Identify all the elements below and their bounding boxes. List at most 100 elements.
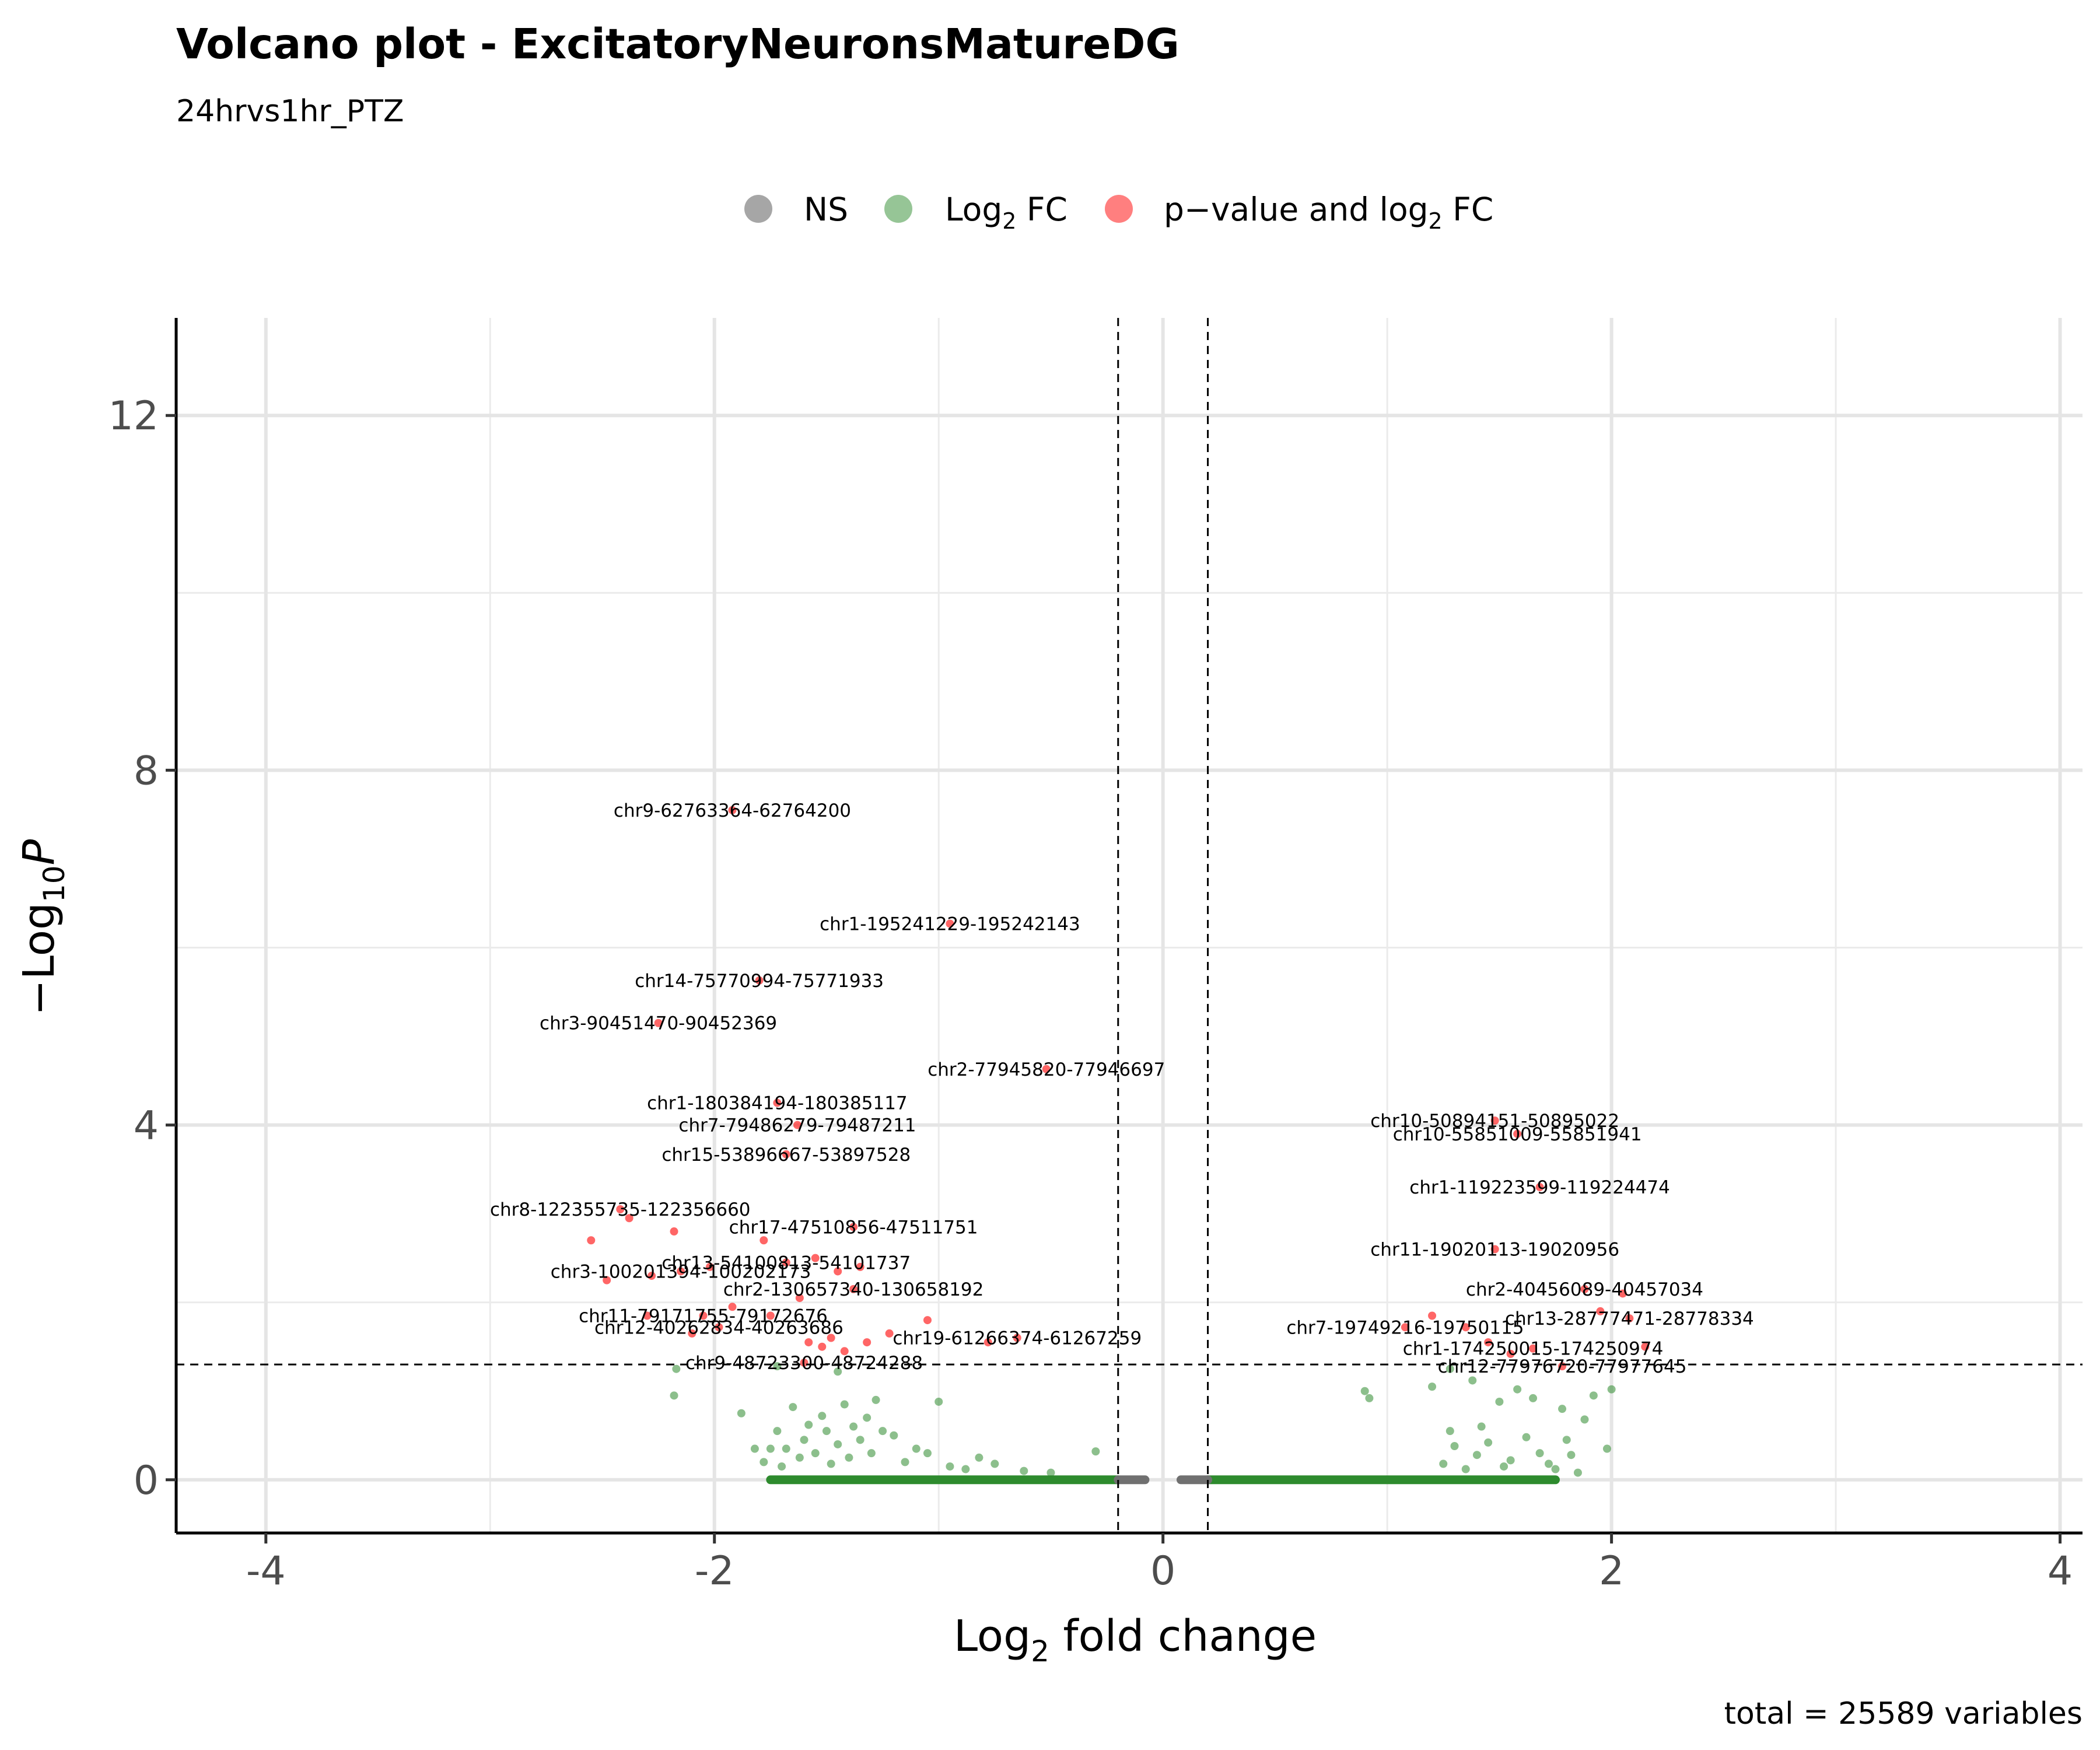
point-label: chr10-55851009-55851941 bbox=[1393, 1124, 1642, 1145]
labeled-point bbox=[946, 919, 954, 928]
fc-point bbox=[935, 1397, 943, 1406]
fc-point bbox=[849, 1422, 858, 1431]
point-label: chr11-19020113-19020956 bbox=[1370, 1239, 1619, 1260]
point-label: chr3-90451470-90452369 bbox=[540, 1013, 777, 1034]
significant-point bbox=[1596, 1307, 1605, 1315]
point-label: chr3-100201394-100202173 bbox=[551, 1261, 811, 1282]
fc-point bbox=[760, 1458, 768, 1466]
fc-point bbox=[1558, 1405, 1567, 1413]
legend-key-ns bbox=[744, 195, 772, 223]
fc-point bbox=[1450, 1441, 1459, 1450]
labeled-point bbox=[699, 1311, 708, 1320]
significant-point bbox=[1484, 1338, 1493, 1347]
labeled-point bbox=[782, 1150, 790, 1158]
labeled-point bbox=[654, 1019, 663, 1027]
significant-point bbox=[984, 1338, 992, 1347]
point-label: chr7-19749216-19750115 bbox=[1286, 1317, 1524, 1338]
fc-point bbox=[1551, 1465, 1560, 1474]
fc-point bbox=[1477, 1422, 1486, 1431]
fc-point bbox=[890, 1431, 898, 1440]
y-tick-label: 4 bbox=[134, 1103, 159, 1149]
significant-point bbox=[1618, 1289, 1627, 1298]
labeled-point bbox=[616, 1205, 625, 1214]
x-axis-ticks: -4 -2 0 2 4 bbox=[246, 1533, 2073, 1594]
labeled-point bbox=[849, 1223, 858, 1231]
significant-point bbox=[885, 1329, 894, 1338]
fc-point bbox=[1513, 1385, 1522, 1394]
x-axis-title: Log2 fold change bbox=[954, 1611, 1317, 1668]
x-tick-label: -4 bbox=[246, 1548, 286, 1594]
fc-point bbox=[1529, 1394, 1538, 1402]
point-label: chr1-195241229-195242143 bbox=[820, 914, 1080, 935]
fc-point bbox=[1446, 1427, 1454, 1436]
fc-point bbox=[773, 1427, 782, 1436]
labeled-point bbox=[715, 1323, 723, 1332]
labeled-point bbox=[773, 1098, 782, 1107]
fc-point bbox=[946, 1462, 954, 1471]
fc-point bbox=[1461, 1465, 1470, 1474]
fc-point bbox=[834, 1440, 842, 1448]
fc-point bbox=[766, 1444, 775, 1453]
fc-point bbox=[1091, 1447, 1100, 1456]
labeled-point bbox=[1490, 1116, 1499, 1125]
fc-point bbox=[818, 1412, 827, 1420]
fc-point bbox=[878, 1427, 887, 1436]
significant-point bbox=[804, 1338, 813, 1347]
significant-point bbox=[818, 1342, 827, 1351]
fc-point bbox=[975, 1453, 984, 1462]
fc-point bbox=[1506, 1456, 1515, 1465]
labeled-point bbox=[1529, 1344, 1538, 1353]
fc-point bbox=[1365, 1394, 1374, 1402]
significant-point bbox=[834, 1267, 842, 1276]
point-label: chr8-122355735-122356660 bbox=[490, 1199, 751, 1220]
point-label: chr2-77945820-77946697 bbox=[928, 1059, 1165, 1080]
significant-point bbox=[648, 1272, 656, 1280]
fc-point bbox=[863, 1413, 872, 1422]
significant-point bbox=[795, 1294, 804, 1303]
fc-point bbox=[1484, 1438, 1493, 1447]
point-label: chr17-47510856-47511751 bbox=[729, 1217, 978, 1238]
point-label: chr13-28777471-28778334 bbox=[1505, 1308, 1754, 1329]
x-tick-label: 2 bbox=[1599, 1548, 1624, 1594]
significant-point bbox=[840, 1347, 849, 1356]
fc-point bbox=[672, 1364, 681, 1373]
caption-total: total = 25589 variables bbox=[1724, 1696, 2082, 1731]
point-label: chr11-79171755-79172676 bbox=[579, 1306, 828, 1326]
fc-point bbox=[1500, 1462, 1508, 1471]
y-axis-title: −Log10P bbox=[14, 839, 71, 1016]
fc-point bbox=[845, 1453, 853, 1462]
fc-point bbox=[991, 1460, 999, 1468]
labeled-point bbox=[755, 976, 764, 985]
significant-point bbox=[760, 1236, 768, 1245]
fc-point bbox=[1562, 1436, 1571, 1444]
labeled-point bbox=[793, 1121, 802, 1129]
fc-point bbox=[856, 1436, 864, 1444]
fc-point bbox=[1020, 1466, 1028, 1475]
fc-point bbox=[1468, 1376, 1477, 1385]
significant-point bbox=[643, 1311, 652, 1320]
significant-point bbox=[1461, 1323, 1470, 1332]
legend-key-fc bbox=[884, 195, 912, 223]
legend-label-p-fc: p−value and log2 FC bbox=[1164, 191, 1493, 234]
labeled-point bbox=[782, 1258, 790, 1267]
x-tick-label: 0 bbox=[1150, 1548, 1175, 1594]
significant-point bbox=[811, 1254, 820, 1262]
legend-label-fc: Log2 FC bbox=[945, 191, 1068, 234]
fc-point bbox=[1495, 1397, 1504, 1406]
fc-point bbox=[750, 1444, 759, 1453]
fc-point bbox=[1360, 1387, 1369, 1395]
point-label: chr10-50894151-50895022 bbox=[1370, 1111, 1619, 1132]
fc-point bbox=[789, 1403, 797, 1412]
y-tick-label: 12 bbox=[108, 393, 159, 439]
fc-point bbox=[804, 1420, 813, 1429]
fc-point bbox=[1607, 1385, 1616, 1394]
significant-point bbox=[1506, 1349, 1515, 1358]
x-tick-label: 4 bbox=[2048, 1548, 2073, 1594]
significant-point bbox=[670, 1227, 678, 1236]
fc-point bbox=[1472, 1451, 1481, 1460]
fc-point bbox=[1446, 1364, 1454, 1373]
fc-point bbox=[795, 1453, 804, 1462]
point-label: chr1-119223599-119224474 bbox=[1409, 1177, 1670, 1198]
fc-point bbox=[872, 1395, 880, 1404]
